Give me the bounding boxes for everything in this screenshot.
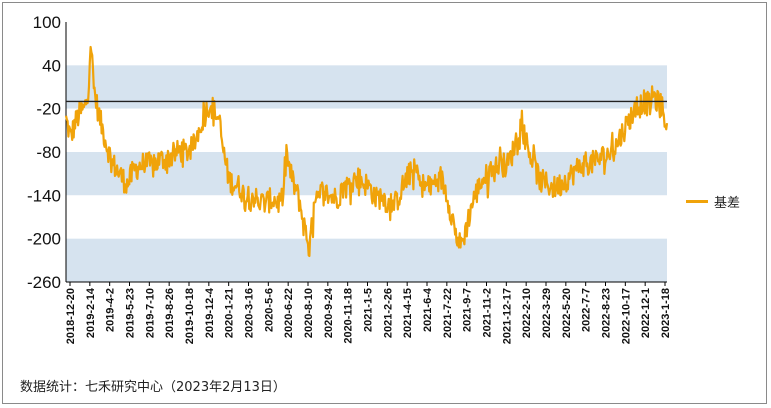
x-tick-label: 2021-1-5 [363,288,375,332]
x-tick-label: 2019-7-10 [144,288,156,338]
x-tick-label: 2022-10-17 [620,288,632,344]
x-tick-label: 2022-12-1 [640,288,652,338]
y-tick-label: -80 [36,143,61,162]
y-tick-label: 40 [42,56,61,75]
x-tick-label: 2019-4-2 [105,288,117,332]
x-tick-label: 2021-9-7 [462,288,474,332]
x-tick-label: 2019-12-4 [204,287,216,338]
x-tick-label: 2021-12-17 [501,288,513,344]
x-tick-label: 2022-3-29 [541,288,553,338]
y-tick-label: -140 [27,186,61,205]
x-tick-label: 2020-6-22 [283,288,295,338]
x-tick-label: 2019-10-18 [184,288,196,344]
x-tick-label: 2020-1-21 [224,288,236,338]
y-tick-label: -200 [27,230,61,249]
x-tick-label: 2020-3-16 [244,288,256,338]
y-tick-label: -20 [36,100,61,119]
x-tick-label: 2022-8-23 [601,288,613,338]
x-tick-label: 2022-7-7 [581,288,593,332]
plot-band [66,108,667,152]
x-tick-label: 2021-6-4 [422,287,434,332]
series-line-basis [64,45,669,258]
x-tick-label: 2020-11-18 [343,288,355,344]
source-note: 数据统计：七禾研究中心（2023年2月13日） [20,380,286,395]
x-tick-label: 2021-4-15 [402,288,414,338]
plot-band [66,238,667,282]
x-tick-label: 2018-12-20 [65,288,77,344]
x-tick-label: 2022-2-10 [521,288,533,338]
x-tick-label: 2019-5-23 [125,288,137,338]
x-tick-label: 2022-5-20 [561,288,573,338]
x-tick-label: 2020-8-10 [303,288,315,338]
x-tick-label: 2019-2-14 [85,287,97,338]
x-tick-label: 2023-1-18 [660,288,672,338]
x-tick-label: 2020-9-24 [323,287,335,338]
x-tick-label: 2021-7-22 [442,288,454,338]
legend-label: 基差 [714,196,741,211]
x-tick-label: 2019-8-26 [164,288,176,338]
legend-swatch [686,200,708,203]
plot-band [66,195,667,239]
plot-band [66,22,667,66]
x-tick-label: 2020-5-6 [263,288,275,332]
plot-band [66,65,667,109]
x-tick-label: 2021-11-2 [482,288,494,338]
legend: 基差 [686,192,740,211]
x-tick-label: 2021-2-26 [382,288,394,338]
y-tick-label: -260 [27,273,61,292]
y-tick-label: 100 [33,13,61,32]
